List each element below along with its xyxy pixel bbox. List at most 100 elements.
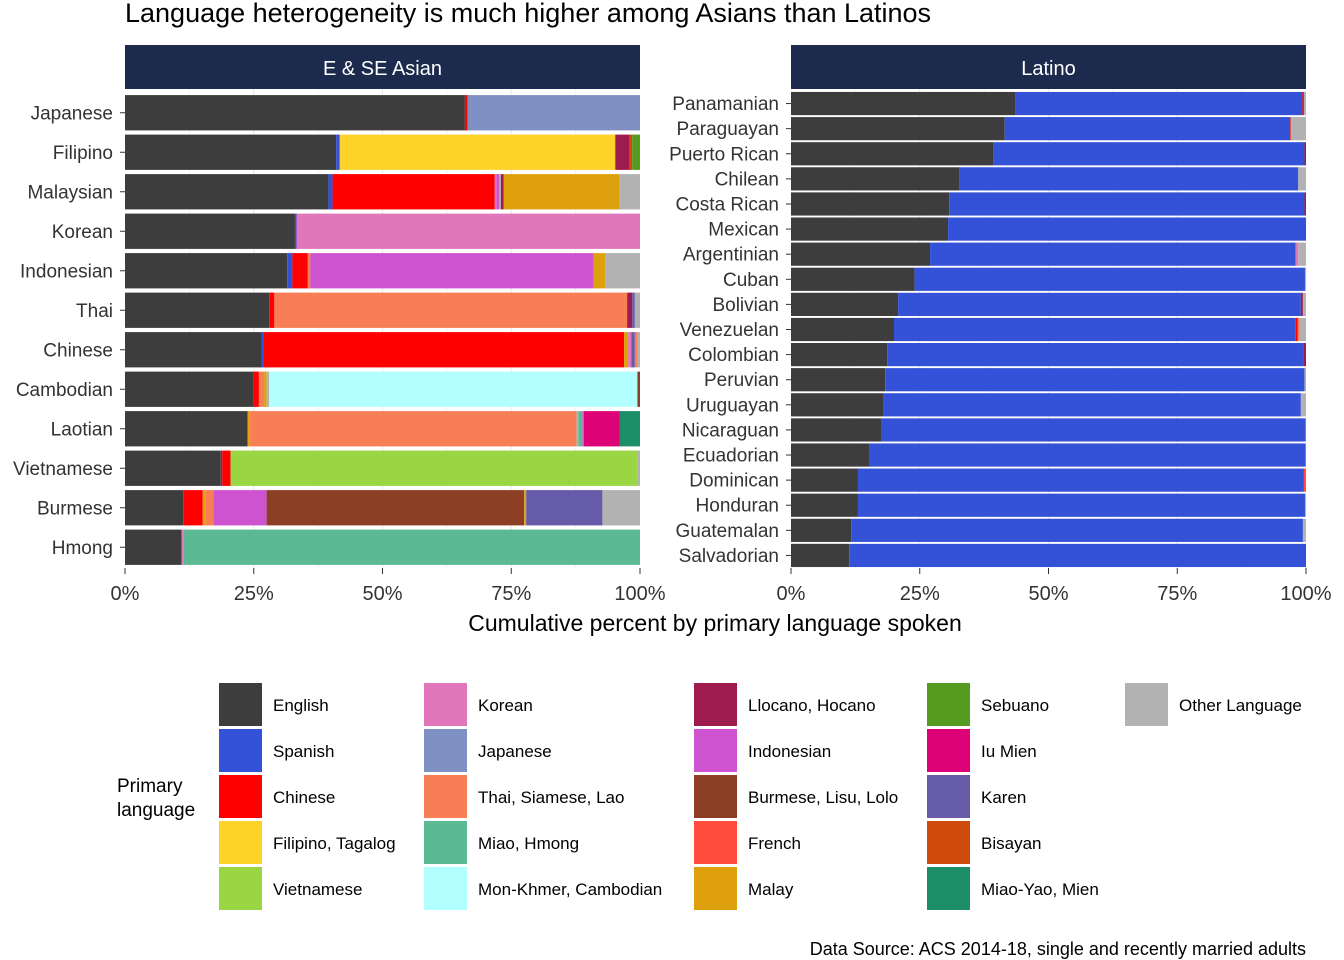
legend-label: Llocano, Hocano bbox=[748, 696, 876, 715]
bar-segment-english bbox=[125, 371, 254, 407]
legend-swatch-iu-mien bbox=[927, 729, 970, 772]
x-tick-label: 50% bbox=[1028, 583, 1068, 605]
x-tick-label: 75% bbox=[1157, 583, 1197, 605]
bar-segment-english bbox=[125, 332, 262, 368]
bar-segment-english bbox=[791, 443, 870, 467]
bar-segment-spanish bbox=[959, 167, 1299, 191]
bar-segment-indonesian bbox=[213, 490, 267, 526]
x-tick-label: 100% bbox=[614, 583, 665, 605]
legend-title: Primary language bbox=[117, 776, 195, 821]
bar-segment-english bbox=[125, 95, 465, 131]
bar-segment-filipino-tagalog bbox=[339, 134, 616, 170]
y-tick-label: Filipino bbox=[53, 143, 113, 164]
y-tick-label: Mexican bbox=[708, 220, 779, 241]
bar-segment-spanish bbox=[1004, 117, 1290, 141]
bar-segment-spanish bbox=[883, 393, 1301, 417]
bar-segment-thai-siamese-lao bbox=[634, 332, 638, 368]
legend-label: Indonesian bbox=[748, 742, 831, 761]
bar-segment-other-language bbox=[602, 490, 640, 526]
bar-segment-english bbox=[125, 213, 295, 249]
legend-swatch-bisayan bbox=[927, 821, 970, 864]
bar-segment-english bbox=[125, 134, 337, 170]
y-tick-label: Cambodian bbox=[16, 380, 113, 401]
y-axis-labels: Panamanian Paraguayan Puerto Rican Chilean C… bbox=[669, 94, 791, 567]
panel-latino: Latino Panamanian Paraguayan Puerto Rican C… bbox=[669, 45, 1332, 605]
strip-label: Latino bbox=[1021, 58, 1076, 80]
y-tick-label: Thai bbox=[76, 301, 113, 322]
x-tick-label: 25% bbox=[234, 583, 274, 605]
bar-segment-other-language bbox=[1305, 443, 1306, 467]
bar-segment-chinese bbox=[269, 292, 275, 328]
legend-swatch-thai-siamese-lao bbox=[424, 775, 467, 818]
bar-segment-karen bbox=[526, 490, 603, 526]
bar-segment-other-language bbox=[619, 174, 640, 210]
bar-segment-chinese bbox=[263, 332, 625, 368]
legend-label: Sebuano bbox=[981, 696, 1049, 715]
y-tick-label: Indonesian bbox=[20, 261, 113, 282]
bar-segment-chinese bbox=[253, 371, 259, 407]
bar-segment-english bbox=[791, 167, 960, 191]
bar-segment-spanish bbox=[948, 217, 1306, 241]
legend-swatch-mon-khmer-cambodian bbox=[424, 867, 467, 910]
bar-segment-llocano-hocano bbox=[627, 292, 633, 328]
bar-segment-spanish bbox=[851, 518, 1303, 542]
y-tick-label: Puerto Rican bbox=[669, 144, 779, 165]
bar-segment-other-language bbox=[604, 253, 640, 289]
bar-segment-spanish bbox=[887, 343, 1304, 367]
legend-label: Spanish bbox=[273, 742, 334, 761]
bar-segment-llocano-hocano bbox=[1304, 142, 1306, 166]
legend-label: English bbox=[273, 696, 329, 715]
bar-segment-spanish bbox=[930, 242, 1296, 266]
bar-segment-malay bbox=[202, 490, 206, 526]
bar-segment-other-language bbox=[634, 292, 640, 328]
y-tick-label: Uruguayan bbox=[686, 395, 779, 416]
bar-segment-english bbox=[791, 493, 858, 517]
y-tick-label: Vietnamese bbox=[13, 459, 113, 480]
bar-segment-english bbox=[125, 529, 182, 565]
legend-swatch-miao-hmong bbox=[424, 821, 467, 864]
bar-segment-other-language bbox=[1304, 493, 1306, 517]
bar-segment-chinese bbox=[183, 490, 203, 526]
bar-segment-iu-mien bbox=[583, 411, 620, 447]
bar-segment-english bbox=[791, 317, 894, 342]
bar-segment-malay bbox=[593, 253, 605, 289]
bar-segment-other-language bbox=[1298, 167, 1306, 191]
x-tick-label: 0% bbox=[777, 583, 806, 605]
bar-segment-thai-siamese-lao bbox=[307, 253, 311, 289]
bar-segment-chinese bbox=[464, 95, 468, 131]
bar-segment-indonesian bbox=[582, 411, 584, 447]
bar-segment-spanish bbox=[328, 174, 333, 210]
caption: Data Source: ACS 2014-18, single and rec… bbox=[810, 939, 1306, 959]
y-tick-label: Chilean bbox=[715, 169, 779, 190]
x-axis: 0% 25% 50% 75% 100% bbox=[111, 568, 666, 605]
legend-label: Karen bbox=[981, 788, 1026, 807]
bar-segment-english bbox=[791, 91, 1016, 116]
legend-label: Mon-Khmer, Cambodian bbox=[478, 880, 662, 899]
bar-segment-english bbox=[791, 117, 1005, 141]
y-tick-label: Chinese bbox=[43, 340, 113, 361]
bar-segment-french bbox=[1303, 468, 1306, 492]
legend-swatch-indonesian bbox=[694, 729, 737, 772]
bar-segment-english bbox=[125, 253, 288, 289]
bar-segment-thai-siamese-lao bbox=[1297, 317, 1300, 342]
legend-swatch-english bbox=[219, 683, 262, 726]
legend-label: Other Language bbox=[1179, 696, 1302, 715]
bar-segment-chinese bbox=[222, 450, 231, 486]
bar-segment-english bbox=[125, 490, 184, 526]
bar-segment-spanish bbox=[857, 493, 1305, 517]
y-tick-label: Dominican bbox=[689, 471, 779, 492]
bar-segment-thai-siamese-lao bbox=[274, 292, 628, 328]
bar-segment-english bbox=[125, 450, 221, 486]
bar-segment-karen bbox=[631, 332, 635, 368]
y-tick-label: Cuban bbox=[723, 270, 779, 291]
legend-label: Bisayan bbox=[981, 834, 1041, 853]
bar-segment-burmese-lisu-lolo bbox=[266, 490, 525, 526]
y-tick-label: Korean bbox=[52, 222, 113, 243]
bar-segment-other-language bbox=[499, 174, 501, 210]
bar-segment-sebuano bbox=[632, 134, 640, 170]
bar-segment-thai-siamese-lao bbox=[249, 411, 577, 447]
bar-segment-llocano-hocano bbox=[615, 134, 630, 170]
x-tick-label: 0% bbox=[111, 583, 140, 605]
bar-segment-english bbox=[791, 468, 858, 492]
legend-swatch-malay bbox=[694, 867, 737, 910]
